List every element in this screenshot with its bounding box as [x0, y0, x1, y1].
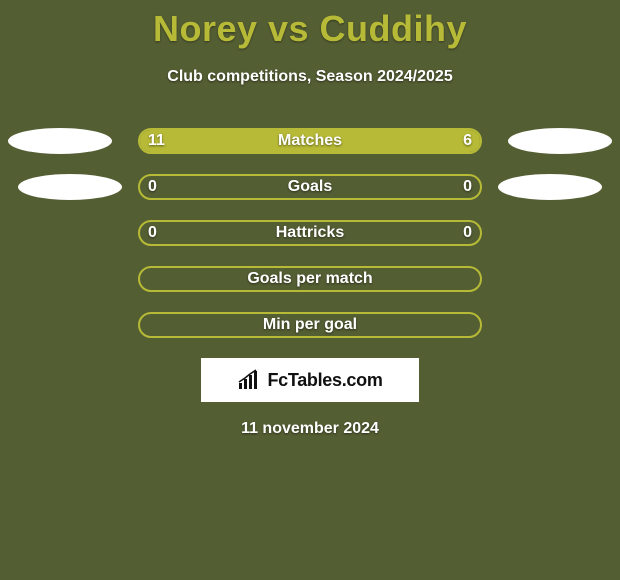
stat-label: Goals [140, 176, 480, 198]
stat-value-right: 0 [463, 220, 472, 246]
stat-label: Goals per match [140, 268, 480, 290]
stat-bar: Hattricks [138, 220, 482, 246]
stat-bar-left-fill [140, 130, 361, 152]
brand-text: FcTables.com [267, 370, 382, 391]
player-right-marker [498, 174, 602, 200]
page-subtitle: Club competitions, Season 2024/2025 [0, 68, 620, 86]
stat-row-min-per-goal: Min per goal [0, 312, 620, 338]
stat-bar: Goals [138, 174, 482, 200]
brand-badge[interactable]: FcTables.com [201, 358, 419, 402]
stat-label: Min per goal [140, 314, 480, 336]
stat-row-goals: Goals 0 0 [0, 174, 620, 200]
footer-date: 11 november 2024 [0, 420, 620, 438]
bars-chart-icon [237, 369, 263, 391]
stat-label: Hattricks [140, 222, 480, 244]
player-left-marker [8, 128, 112, 154]
page-title: Norey vs Cuddihy [0, 0, 620, 50]
stat-row-goals-per-match: Goals per match [0, 266, 620, 292]
stat-value-right: 6 [463, 128, 472, 154]
stat-value-left: 0 [148, 220, 157, 246]
player-right-marker [508, 128, 612, 154]
stat-bar: Matches [138, 128, 482, 154]
stat-bar: Min per goal [138, 312, 482, 338]
stats-rows: Matches 11 6 Goals 0 0 Hattricks 0 0 Goa… [0, 128, 620, 338]
stat-value-left: 11 [148, 128, 165, 154]
player-left-marker [18, 174, 122, 200]
stat-value-left: 0 [148, 174, 157, 200]
stat-value-right: 0 [463, 174, 472, 200]
stat-bar: Goals per match [138, 266, 482, 292]
stat-row-matches: Matches 11 6 [0, 128, 620, 154]
stat-row-hattricks: Hattricks 0 0 [0, 220, 620, 246]
